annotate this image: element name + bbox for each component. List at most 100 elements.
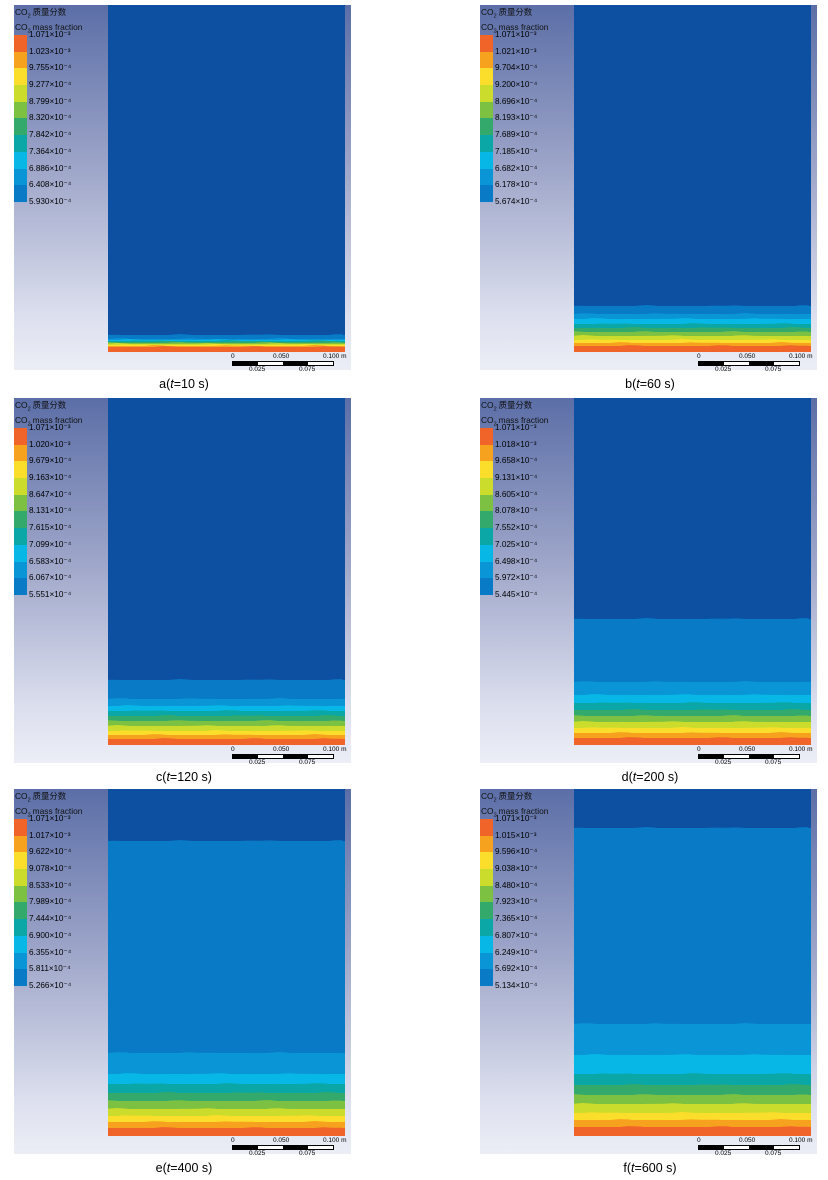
panel-b: CO2 质量分数 CO2 mass fraction 1.071×10⁻³ 1.021×1…: [480, 5, 828, 391]
contour-band: [108, 346, 345, 352]
legend-swatch: [14, 819, 27, 836]
contour-field: [108, 789, 345, 1136]
legend-swatch: [480, 835, 493, 853]
scale-bar-segment: [724, 362, 749, 365]
scale-tick-bottom: 0.075: [299, 1150, 316, 1157]
legend-value: 6.249×10⁻⁴: [495, 947, 538, 957]
legend-value: 7.615×10⁻⁴: [29, 523, 72, 533]
legend-value: 6.583×10⁻⁴: [29, 556, 72, 566]
band-edge: [108, 1073, 345, 1076]
band-edge: [574, 327, 811, 330]
scale-bar: 0 0.050 0.100 m 0.025 0.075: [697, 746, 818, 769]
band-edge: [574, 618, 811, 621]
legend-title-cn: CO2 质量分数: [481, 7, 533, 20]
contour-band: [574, 702, 811, 712]
legend-title-en: CO2 mass fraction: [481, 414, 549, 428]
legend-value: 8.696×10⁻⁴: [495, 96, 538, 106]
scale-bar: 0 0.050 0.100 m 0.025 0.075: [231, 746, 352, 769]
legend-swatch: [480, 544, 493, 562]
legend-value: 8.480×10⁻⁴: [495, 880, 538, 890]
contour-band: [108, 840, 345, 1055]
legend-value: 5.811×10⁻⁴: [29, 964, 71, 974]
legend-swatch: [14, 478, 27, 495]
scale-bar: 0 0.050 0.100 m 0.025 0.075: [231, 353, 352, 376]
band-edge: [574, 305, 811, 308]
color-legend: CO2 质量分数 CO2 mass fraction 1.071×10⁻³ 1.017×1…: [14, 791, 108, 990]
contour-field: [108, 398, 345, 745]
band-edge: [574, 1103, 811, 1106]
legend-value: 1.071×10⁻³: [495, 423, 537, 432]
legend-color-scale: [14, 428, 27, 595]
panel-caption: c(t=120 s): [156, 770, 212, 784]
legend-value: 6.807×10⁻⁴: [495, 930, 538, 940]
color-legend: CO2 质量分数 CO2 mass fraction 1.071×10⁻³ 1.021×1…: [480, 7, 574, 206]
legend-title-en: CO2 mass fraction: [15, 414, 83, 428]
legend-color-scale: [14, 819, 27, 986]
band-edge: [108, 334, 345, 337]
panel-c: CO2 质量分数 CO2 mass fraction 1.071×10⁻³ 1.020×1…: [14, 398, 414, 784]
legend-swatch: [14, 935, 27, 953]
contour-band: [108, 720, 345, 728]
legend-value: 1.018×10⁻³: [495, 439, 537, 449]
legend-swatch: [480, 869, 493, 886]
contour-band: [108, 705, 345, 713]
legend-value: 5.972×10⁻⁴: [495, 573, 538, 583]
band-edge: [108, 725, 345, 728]
legend-value: 6.886×10⁻⁴: [29, 163, 72, 173]
legend-swatch: [14, 869, 27, 886]
legend-color-scale: [14, 35, 27, 202]
band-edge: [574, 1073, 811, 1076]
legend-swatch: [14, 969, 27, 986]
legend-value: 5.134×10⁻⁴: [495, 980, 538, 990]
contour-band: [108, 1073, 345, 1086]
scale-bar-line: [698, 361, 800, 366]
legend-value: 8.605×10⁻⁴: [495, 489, 538, 499]
scale-tick-top: 0.100 m: [323, 746, 347, 753]
legend-value: 1.023×10⁻³: [29, 46, 71, 56]
scale-tick-bottom: 0.075: [765, 366, 782, 373]
band-edge: [574, 827, 811, 830]
scale-bar-line: [698, 1145, 800, 1150]
legend-swatch: [480, 494, 493, 512]
band-edge: [108, 720, 345, 723]
contour-band: [574, 313, 811, 321]
legend-color-scale: [480, 428, 493, 595]
legend-swatch: [14, 68, 27, 86]
legend-swatch: [480, 919, 493, 936]
band-edge: [574, 702, 811, 705]
legend-value: 6.498×10⁻⁴: [495, 556, 538, 566]
panel-caption: e(t=400 s): [155, 1161, 213, 1175]
scale-tick-bottom: 0.025: [249, 759, 266, 766]
legend-value: 5.930×10⁻⁴: [29, 196, 72, 206]
contour-band: [108, 734, 345, 741]
scale-tick-top: 0.050: [739, 1137, 756, 1144]
legend-swatch: [480, 444, 493, 462]
legend-swatch: [480, 952, 493, 970]
legend-swatch: [14, 101, 27, 119]
contour-band: [108, 1121, 345, 1130]
band-edge: [108, 1127, 345, 1130]
band-edge: [108, 738, 345, 741]
contour-band: [108, 1108, 345, 1118]
legend-swatch: [14, 168, 27, 186]
band-edge: [108, 705, 345, 708]
legend-title-en: CO2 mass fraction: [15, 805, 83, 819]
legend-value: 1.017×10⁻³: [29, 830, 71, 840]
contour-band: [108, 1052, 345, 1076]
legend-title-en: CO2 mass fraction: [15, 21, 83, 35]
scale-bar-segment: [283, 1146, 308, 1149]
contour-band: [108, 1092, 345, 1103]
legend-value: 7.025×10⁻⁴: [495, 539, 538, 549]
panel-a: CO2 质量分数 CO2 mass fraction 1.071×10⁻³ 1.023×1…: [14, 5, 414, 391]
legend-swatch: [14, 544, 27, 562]
color-legend: CO2 质量分数 CO2 mass fraction 1.071×10⁻³ 1.023×1…: [14, 7, 108, 206]
band-edge: [108, 346, 345, 349]
band-edge: [574, 323, 811, 326]
panel-d: CO2 质量分数 CO2 mass fraction 1.071×10⁻³ 1.018×1…: [480, 398, 828, 784]
contour-band: [574, 618, 811, 684]
scale-tick-bottom: 0.025: [715, 759, 732, 766]
contour-band: [574, 318, 811, 326]
legend-value: 6.900×10⁻⁴: [29, 930, 72, 940]
contour-band: [574, 331, 811, 338]
contour-band: [108, 334, 345, 341]
